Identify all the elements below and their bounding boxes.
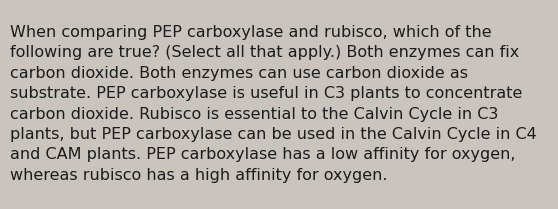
Text: When comparing PEP carboxylase and rubisco, which of the
following are true? (Se: When comparing PEP carboxylase and rubis… (10, 25, 537, 183)
